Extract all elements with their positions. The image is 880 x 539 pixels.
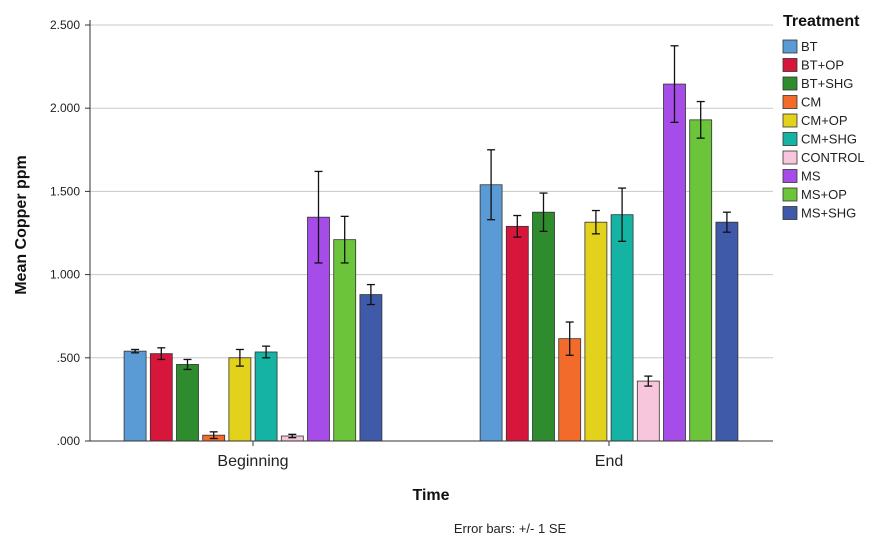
legend-label: CM+SHG — [801, 132, 857, 147]
legend-label: MS+SHG — [801, 206, 856, 221]
bars — [123, 83, 739, 442]
y-tick-label: .000 — [57, 434, 81, 448]
legend-swatch — [782, 169, 798, 183]
bar — [663, 83, 686, 442]
bar — [228, 357, 252, 442]
bar — [176, 364, 199, 442]
bar — [505, 225, 529, 442]
y-tick-label: 1.500 — [50, 184, 80, 198]
bar — [636, 380, 660, 442]
axes: .000 .500 1.000 1.500 2.000 2.500 Beginning End — [50, 18, 773, 470]
legend-label: MS+OP — [801, 187, 847, 202]
legend-swatch — [782, 76, 798, 91]
legend-swatch — [782, 150, 798, 165]
legend-swatch — [782, 187, 798, 202]
y-axis-title: Mean Copper ppm — [13, 155, 30, 295]
y-tick-label: 2.500 — [50, 18, 80, 32]
error-bars — [131, 45, 731, 440]
legend-label: MS — [801, 169, 821, 184]
legend-swatch — [782, 95, 798, 109]
bar — [149, 353, 173, 442]
legend-label: BT+SHG — [801, 76, 853, 91]
x-axis-title: Time — [412, 487, 449, 504]
legend-label: BT — [801, 39, 818, 54]
legend-swatch — [782, 39, 798, 54]
error-bars-note: Error bars: +/- 1 SE — [454, 521, 567, 536]
bar — [359, 294, 383, 442]
y-tick-label: 1.000 — [50, 268, 80, 282]
y-tick-label: .500 — [57, 351, 81, 365]
legend-label: CONTROL — [801, 150, 865, 165]
legend-swatch — [782, 132, 798, 146]
bar — [479, 184, 503, 442]
x-tick-label: Beginning — [217, 453, 288, 470]
legend-label: CM+OP — [801, 113, 848, 128]
gridlines — [90, 24, 773, 359]
legend-swatch — [782, 206, 798, 220]
legend-label: CM — [801, 95, 821, 110]
bar — [610, 214, 634, 442]
bar — [689, 119, 713, 442]
x-tick-label: End — [595, 453, 623, 470]
legend-label: BT+OP — [801, 58, 844, 73]
bar — [532, 211, 555, 442]
bar — [123, 350, 147, 442]
legend: Treatment BT BT+OP BT+SHG CM CM+OP CM+SHG CONT… — [782, 13, 865, 221]
y-tick-label: 2.000 — [50, 101, 80, 115]
legend-title: Treatment — [783, 13, 860, 30]
bar — [715, 221, 739, 442]
legend-swatch — [782, 58, 798, 72]
bar — [333, 239, 357, 442]
bar — [584, 221, 608, 442]
bar — [254, 351, 278, 442]
legend-swatch — [782, 113, 798, 128]
